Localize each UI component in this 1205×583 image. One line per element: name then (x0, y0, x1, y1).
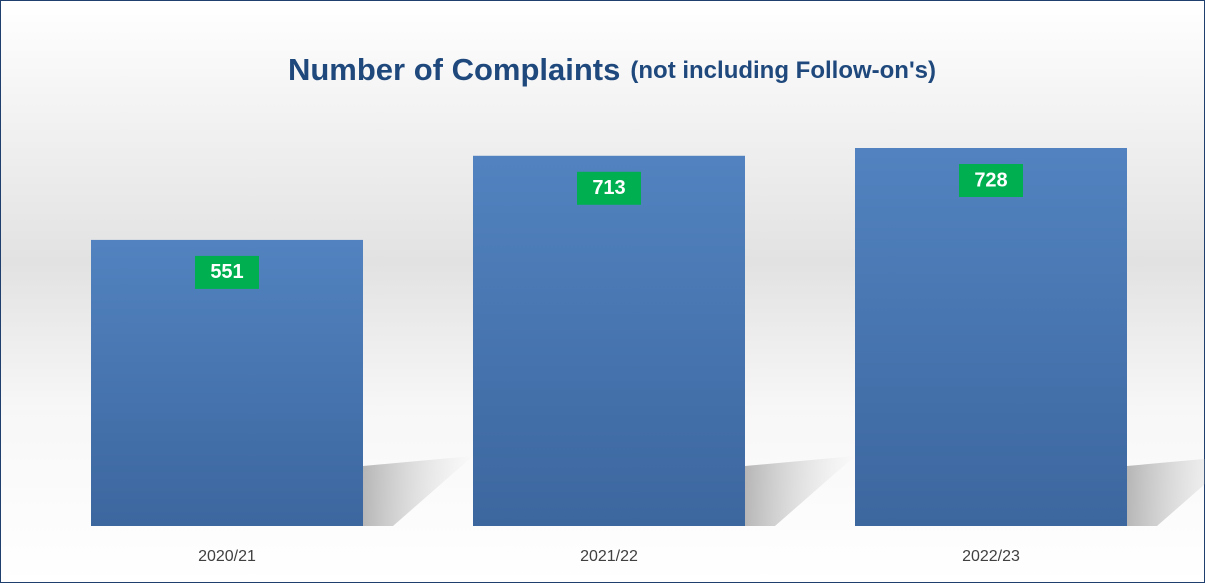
bar-shadow (745, 456, 855, 526)
chart-title-group: Number of Complaints (not including Follo… (288, 52, 936, 87)
bar (473, 155, 745, 527)
x-tick-label: 2022/23 (962, 548, 1020, 565)
chart-subtitle: (not including Follow-on's) (630, 57, 936, 84)
x-tick-label: 2020/21 (198, 548, 256, 565)
value-label-box (577, 171, 641, 205)
value-label: 713 (592, 177, 625, 199)
bar-shadow (363, 456, 473, 526)
bar-shadow (1127, 458, 1205, 526)
value-label: 728 (974, 169, 1007, 191)
plot-area: 551 2020/21 713 2021/22 728 2022/23 (91, 148, 1205, 565)
value-label: 551 (210, 261, 243, 283)
chart-title: Number of Complaints (288, 52, 620, 87)
value-label-box (195, 255, 259, 289)
bar (855, 148, 1127, 526)
x-tick-label: 2021/22 (580, 548, 638, 565)
value-label-box (959, 164, 1023, 197)
